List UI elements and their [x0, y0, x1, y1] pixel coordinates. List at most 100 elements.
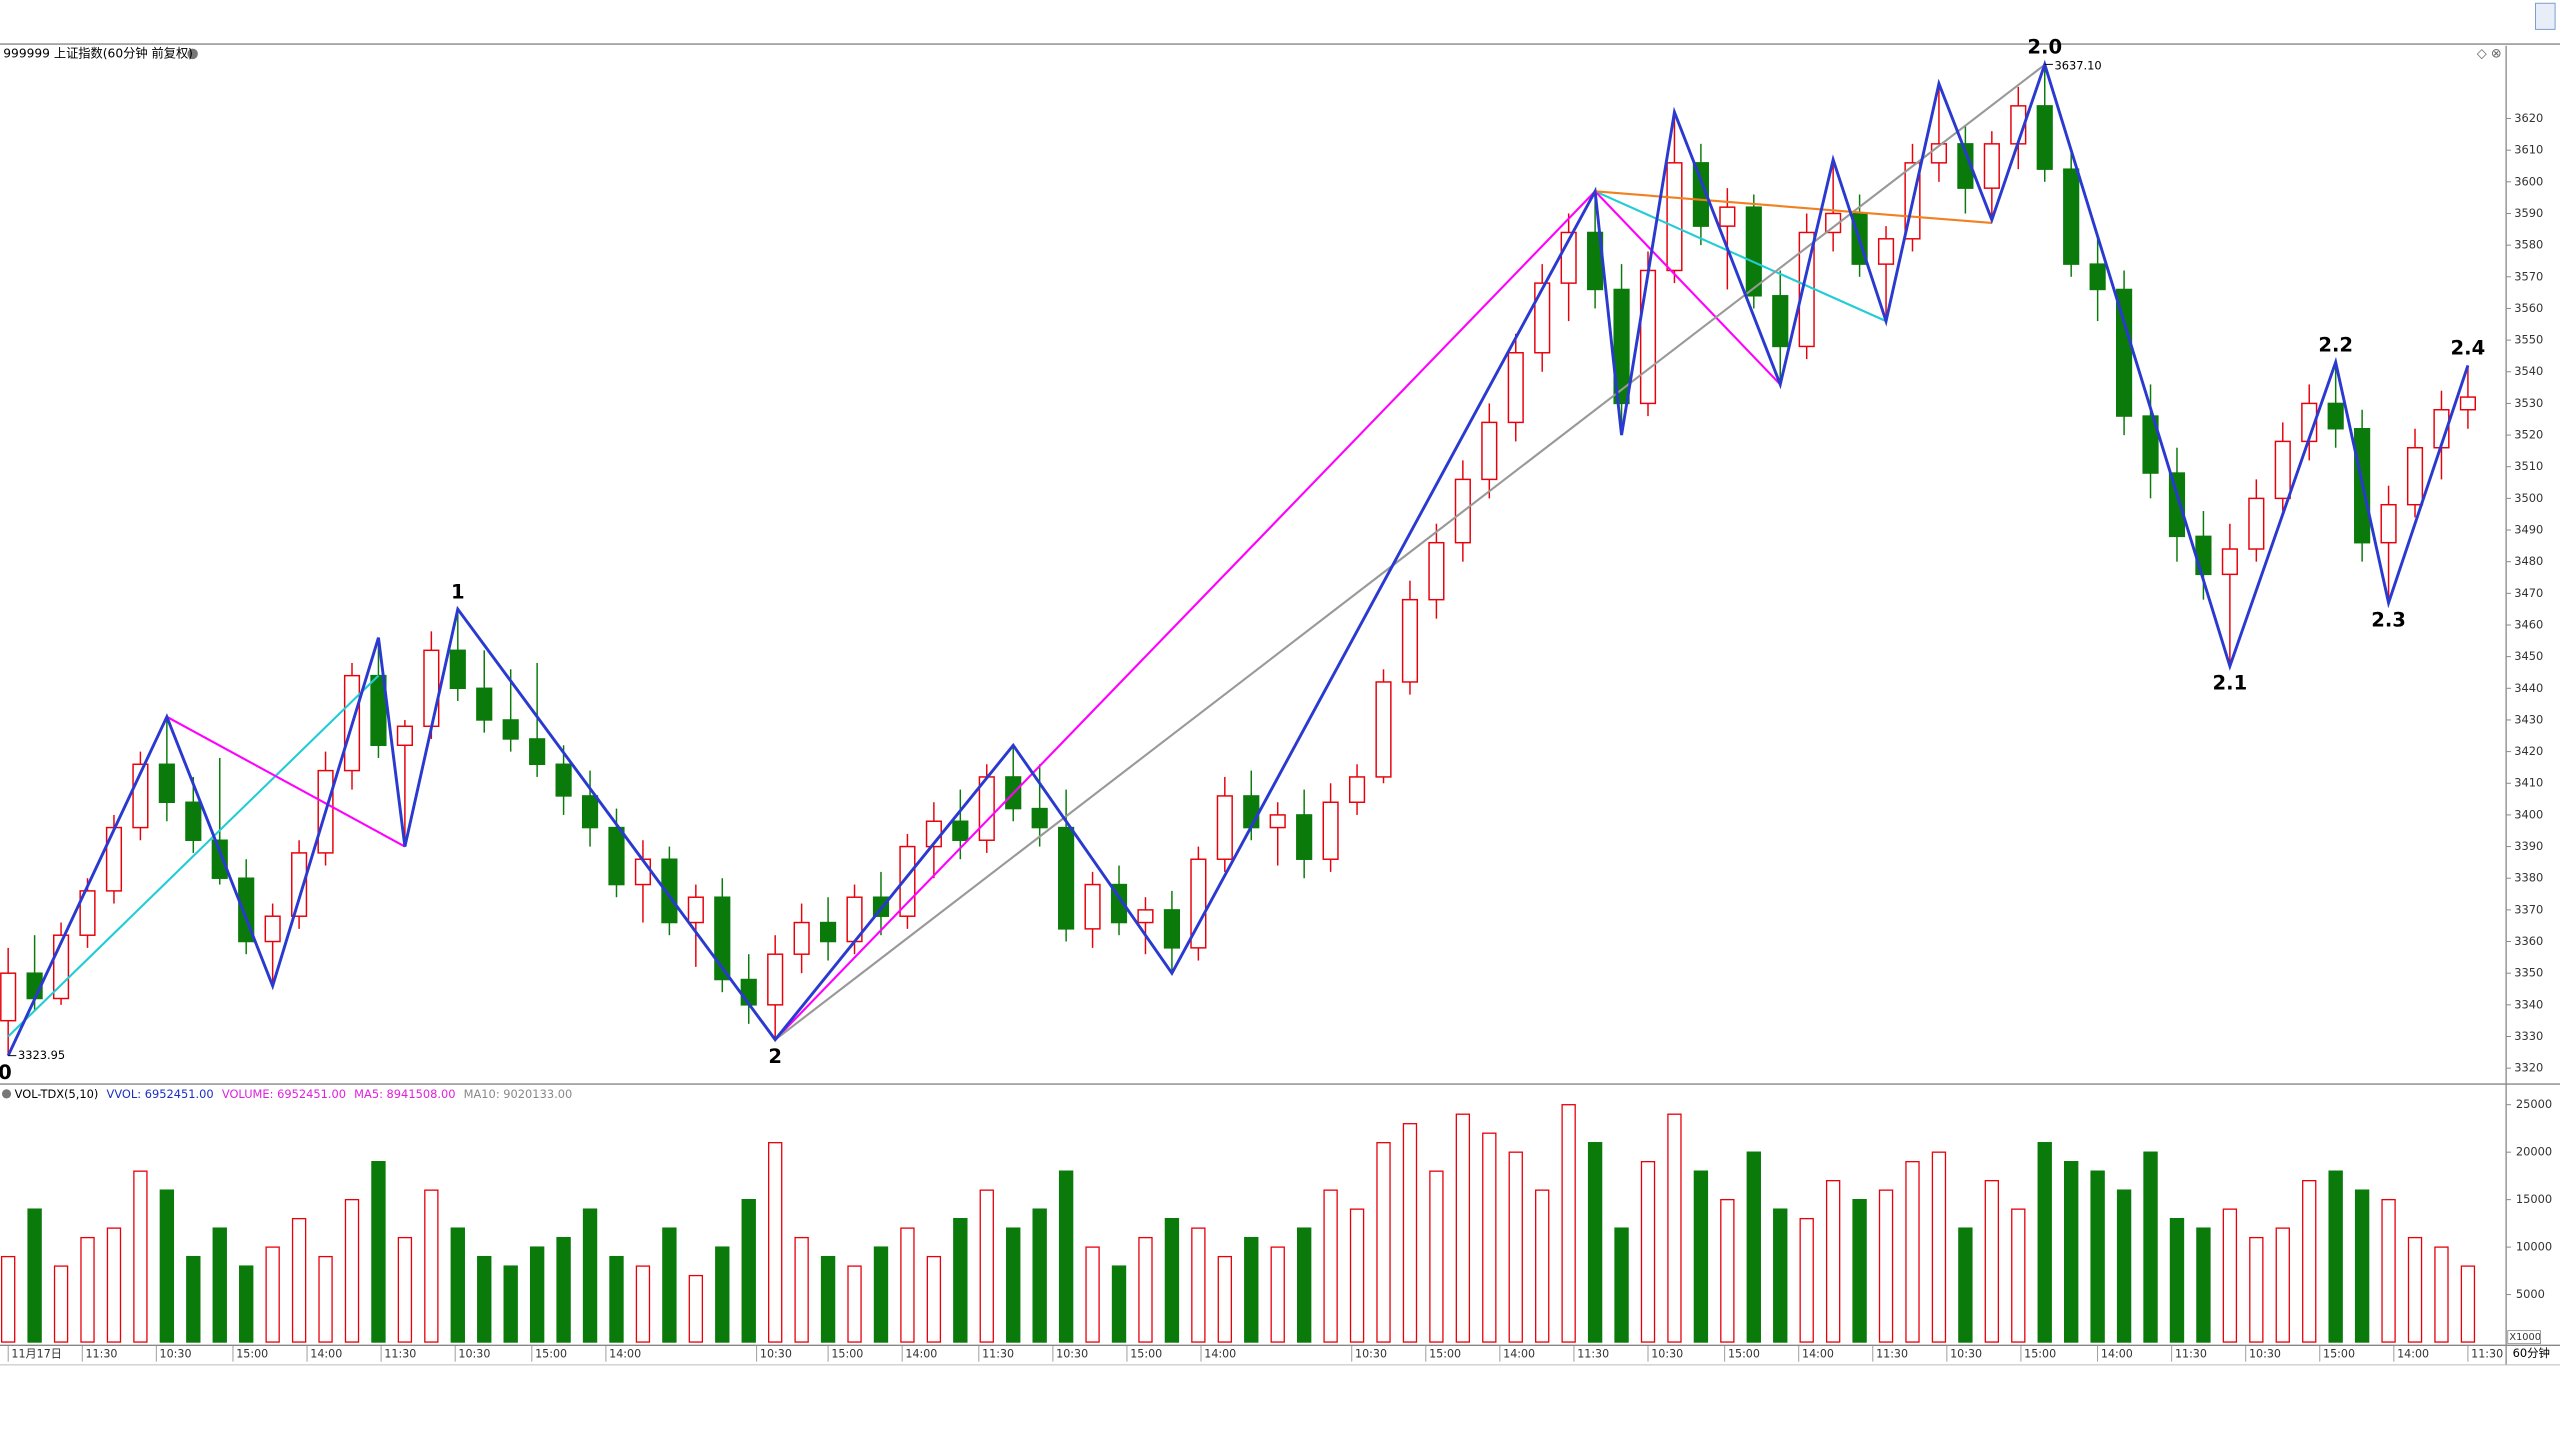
volume-bar	[715, 1246, 730, 1343]
y-tick-label: 3480	[2514, 554, 2543, 568]
candle-body	[2089, 263, 2106, 291]
volume-bar	[2275, 1227, 2290, 1343]
volume-bar	[1773, 1208, 1788, 1343]
x-tick-label: 10:30	[1056, 1347, 1088, 1360]
candle-body	[1243, 795, 1260, 829]
volume-bar	[1561, 1104, 1576, 1343]
vol-icon[interactable]	[1, 1089, 12, 1099]
y-tick-label: 3380	[2514, 871, 2543, 885]
candle-body	[2221, 548, 2238, 576]
candle-body	[1745, 206, 1762, 297]
candle-body	[2116, 288, 2133, 417]
volume-bar	[80, 1236, 95, 1343]
volume-bar	[2460, 1265, 2476, 1343]
volume-bar	[2222, 1208, 2238, 1343]
vol-unit: X1000	[2509, 1332, 2541, 1343]
x-tick-label: 10:30	[458, 1347, 490, 1360]
volume-bar	[767, 1142, 783, 1343]
title-icon[interactable]	[187, 48, 198, 60]
volume-bar	[979, 1189, 994, 1343]
y-tick-label: 3450	[2514, 649, 2543, 663]
volume-bar	[2116, 1189, 2132, 1343]
x-tick-label: 14:00	[1204, 1347, 1236, 1360]
y-tick-label: 3620	[2514, 111, 2543, 125]
volume-bar	[2169, 1217, 2185, 1343]
candle-body	[158, 763, 175, 803]
candle-body	[1877, 238, 1895, 265]
candle-body	[1772, 295, 1789, 348]
volume-bar	[953, 1217, 968, 1343]
volume-bar	[1587, 1142, 1603, 1343]
volume-bar	[1217, 1255, 1233, 1343]
volume-bar	[1111, 1265, 1127, 1343]
candle-body	[2248, 497, 2265, 550]
volume-bar	[291, 1217, 307, 1343]
candle-body	[714, 896, 731, 981]
trend-line	[166, 715, 406, 848]
y-tick-label: 3330	[2514, 1029, 2543, 1043]
volume-bar	[1746, 1151, 1761, 1343]
candle-body	[2406, 446, 2424, 506]
volume-bar	[1535, 1189, 1550, 1343]
candle-body	[1401, 598, 1419, 683]
candle-body	[1428, 541, 1445, 601]
volume-bar	[2381, 1198, 2396, 1343]
candle-body	[1719, 206, 1736, 227]
x-tick-label: 14:00	[2101, 1347, 2133, 1360]
candle-body	[1666, 162, 1683, 272]
volume-bar	[662, 1227, 677, 1343]
volume-bar	[1429, 1170, 1444, 1343]
candle-body	[634, 858, 652, 886]
vol-header: MA5: 8941508.00	[354, 1087, 455, 1101]
volume-bar	[1905, 1161, 1920, 1343]
x-tick-label: 10:30	[1355, 1347, 1387, 1360]
volume-bar	[529, 1246, 545, 1343]
y-tick-label: 3500	[2514, 491, 2543, 505]
volume-bar	[1191, 1227, 1206, 1343]
candle-body	[1507, 352, 1524, 424]
volume-bar	[609, 1255, 624, 1343]
volume-bar	[1455, 1113, 1471, 1343]
candle-body	[476, 687, 493, 721]
candle-body	[1296, 814, 1313, 860]
panel-control[interactable]: ◇ ⊗	[2477, 46, 2502, 61]
x-tick-label: 11:30	[982, 1347, 1014, 1360]
volume-bar	[1244, 1236, 1259, 1343]
candle-body	[185, 801, 202, 841]
candle-body	[820, 921, 837, 943]
vol-header: VVOL: 6952451.00	[107, 1087, 214, 1101]
window-icon[interactable]	[2535, 2, 2556, 30]
y-tick-label: 3360	[2514, 934, 2543, 948]
volume-bar	[2063, 1161, 2079, 1343]
candle-body	[291, 852, 308, 917]
volume-bar	[847, 1265, 862, 1343]
candle-body	[1692, 162, 1709, 227]
candle-body	[661, 858, 678, 924]
volume-bar	[2302, 1179, 2317, 1343]
candle-body	[740, 978, 757, 1006]
x-tick-label: 15:00	[2323, 1347, 2355, 1360]
volume-bar	[820, 1255, 836, 1343]
candle-body	[2195, 535, 2212, 576]
volume-bar	[1931, 1151, 1947, 1343]
candle-body	[211, 839, 228, 879]
candle-body	[1269, 814, 1286, 829]
volume-bar	[1323, 1189, 1338, 1343]
y-tick-label: 3530	[2514, 396, 2543, 410]
x-tick-label: 15:00	[1429, 1347, 1461, 1360]
volume-bar	[2011, 1208, 2026, 1343]
volume-bar	[53, 1265, 69, 1343]
candle-body	[1983, 143, 2000, 189]
candle-body	[2142, 415, 2159, 474]
candle-body	[502, 719, 519, 740]
x-tick-label: 10:30	[760, 1347, 792, 1360]
candle-body	[2274, 440, 2291, 500]
candle-body	[1322, 801, 1339, 860]
x-tick-label: 11:30	[2471, 1347, 2503, 1360]
y-tick-label: 3600	[2514, 174, 2543, 188]
x-tick-label: 15:00	[1130, 1347, 1162, 1360]
candle-body	[1137, 909, 1154, 924]
vol-header: VOLUME: 6952451.00	[222, 1087, 346, 1101]
x-tick-label: 11:30	[2175, 1347, 2207, 1360]
candle-body	[1375, 681, 1392, 778]
